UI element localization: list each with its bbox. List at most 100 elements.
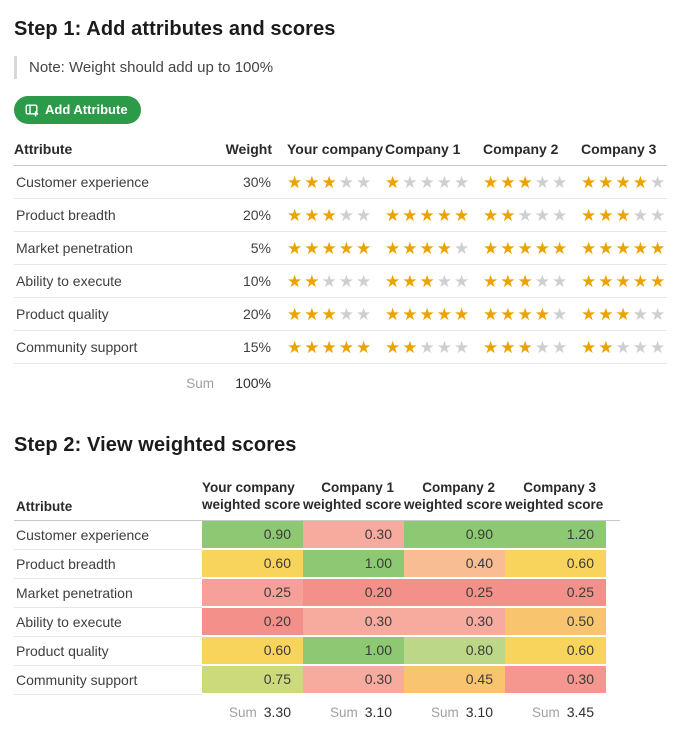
star-icon-empty[interactable]: ★ [552,337,568,357]
star-icon-empty[interactable]: ★ [534,271,550,291]
star-icon-filled[interactable]: ★ [304,238,320,258]
star-icon-filled[interactable]: ★ [598,205,614,225]
star-icon-filled[interactable]: ★ [356,238,372,258]
star-icon-filled[interactable]: ★ [581,238,597,258]
star-icon-empty[interactable]: ★ [419,337,435,357]
star-icon-empty[interactable]: ★ [321,271,337,291]
star-icon-filled[interactable]: ★ [402,271,418,291]
star-icon-empty[interactable]: ★ [338,271,354,291]
star-icon-filled[interactable]: ★ [598,238,614,258]
star-icon-filled[interactable]: ★ [287,172,303,192]
star-icon-filled[interactable]: ★ [304,337,320,357]
star-icon-filled[interactable]: ★ [436,205,452,225]
star-icon-filled[interactable]: ★ [632,271,648,291]
star-icon-empty[interactable]: ★ [534,205,550,225]
star-icon-empty[interactable]: ★ [436,271,452,291]
star-icon-empty[interactable]: ★ [615,337,631,357]
star-icon-filled[interactable]: ★ [483,271,499,291]
star-icon-filled[interactable]: ★ [632,238,648,258]
star-icon-filled[interactable]: ★ [517,304,533,324]
star-icon-empty[interactable]: ★ [552,304,568,324]
star-icon-filled[interactable]: ★ [385,205,401,225]
star-icon-filled[interactable]: ★ [517,337,533,357]
star-icon-filled[interactable]: ★ [598,304,614,324]
star-icon-filled[interactable]: ★ [500,271,516,291]
star-icon-filled[interactable]: ★ [615,172,631,192]
star-icon-empty[interactable]: ★ [534,172,550,192]
star-icon-filled[interactable]: ★ [517,172,533,192]
star-icon-empty[interactable]: ★ [650,304,666,324]
star-icon-filled[interactable]: ★ [356,337,372,357]
star-icon-empty[interactable]: ★ [356,205,372,225]
star-icon-filled[interactable]: ★ [500,304,516,324]
star-icon-filled[interactable]: ★ [436,238,452,258]
star-icon-filled[interactable]: ★ [581,337,597,357]
star-icon-empty[interactable]: ★ [650,172,666,192]
star-icon-empty[interactable]: ★ [436,337,452,357]
star-icon-filled[interactable]: ★ [338,337,354,357]
star-icon-filled[interactable]: ★ [304,205,320,225]
star-icon-empty[interactable]: ★ [338,205,354,225]
star-icon-filled[interactable]: ★ [500,205,516,225]
star-icon-empty[interactable]: ★ [356,271,372,291]
star-icon-empty[interactable]: ★ [650,337,666,357]
star-icon-filled[interactable]: ★ [436,304,452,324]
star-icon-filled[interactable]: ★ [534,238,550,258]
star-icon-filled[interactable]: ★ [615,238,631,258]
star-icon-filled[interactable]: ★ [287,337,303,357]
star-icon-empty[interactable]: ★ [402,172,418,192]
star-icon-filled[interactable]: ★ [598,337,614,357]
star-icon-filled[interactable]: ★ [500,172,516,192]
star-icon-empty[interactable]: ★ [356,304,372,324]
star-icon-filled[interactable]: ★ [287,304,303,324]
star-icon-filled[interactable]: ★ [402,304,418,324]
star-icon-filled[interactable]: ★ [650,271,666,291]
star-icon-filled[interactable]: ★ [552,238,568,258]
star-icon-empty[interactable]: ★ [534,337,550,357]
star-icon-filled[interactable]: ★ [385,304,401,324]
star-icon-filled[interactable]: ★ [581,304,597,324]
star-icon-filled[interactable]: ★ [581,271,597,291]
star-icon-empty[interactable]: ★ [517,205,533,225]
star-icon-filled[interactable]: ★ [287,205,303,225]
star-icon-filled[interactable]: ★ [632,172,648,192]
star-icon-empty[interactable]: ★ [436,172,452,192]
star-icon-filled[interactable]: ★ [500,238,516,258]
star-icon-empty[interactable]: ★ [632,205,648,225]
star-icon-empty[interactable]: ★ [338,304,354,324]
star-icon-filled[interactable]: ★ [454,205,470,225]
star-icon-filled[interactable]: ★ [419,304,435,324]
star-icon-filled[interactable]: ★ [615,205,631,225]
star-icon-filled[interactable]: ★ [483,205,499,225]
star-icon-filled[interactable]: ★ [321,238,337,258]
star-icon-filled[interactable]: ★ [321,205,337,225]
star-icon-filled[interactable]: ★ [454,304,470,324]
star-icon-filled[interactable]: ★ [304,172,320,192]
star-icon-filled[interactable]: ★ [304,271,320,291]
star-icon-filled[interactable]: ★ [581,172,597,192]
star-icon-filled[interactable]: ★ [517,271,533,291]
star-icon-filled[interactable]: ★ [402,205,418,225]
star-icon-filled[interactable]: ★ [385,271,401,291]
star-icon-filled[interactable]: ★ [385,238,401,258]
star-icon-empty[interactable]: ★ [454,238,470,258]
star-icon-filled[interactable]: ★ [483,304,499,324]
star-icon-filled[interactable]: ★ [402,337,418,357]
star-icon-filled[interactable]: ★ [419,271,435,291]
star-icon-filled[interactable]: ★ [321,304,337,324]
star-icon-filled[interactable]: ★ [483,337,499,357]
star-icon-filled[interactable]: ★ [287,271,303,291]
star-icon-filled[interactable]: ★ [287,238,303,258]
star-icon-empty[interactable]: ★ [454,172,470,192]
star-icon-filled[interactable]: ★ [615,304,631,324]
star-icon-filled[interactable]: ★ [483,172,499,192]
star-icon-filled[interactable]: ★ [517,238,533,258]
star-icon-empty[interactable]: ★ [650,205,666,225]
star-icon-filled[interactable]: ★ [385,172,401,192]
star-icon-filled[interactable]: ★ [615,271,631,291]
star-icon-filled[interactable]: ★ [419,238,435,258]
star-icon-empty[interactable]: ★ [338,172,354,192]
add-attribute-button[interactable]: Add Attribute [14,96,141,124]
star-icon-empty[interactable]: ★ [356,172,372,192]
star-icon-filled[interactable]: ★ [500,337,516,357]
